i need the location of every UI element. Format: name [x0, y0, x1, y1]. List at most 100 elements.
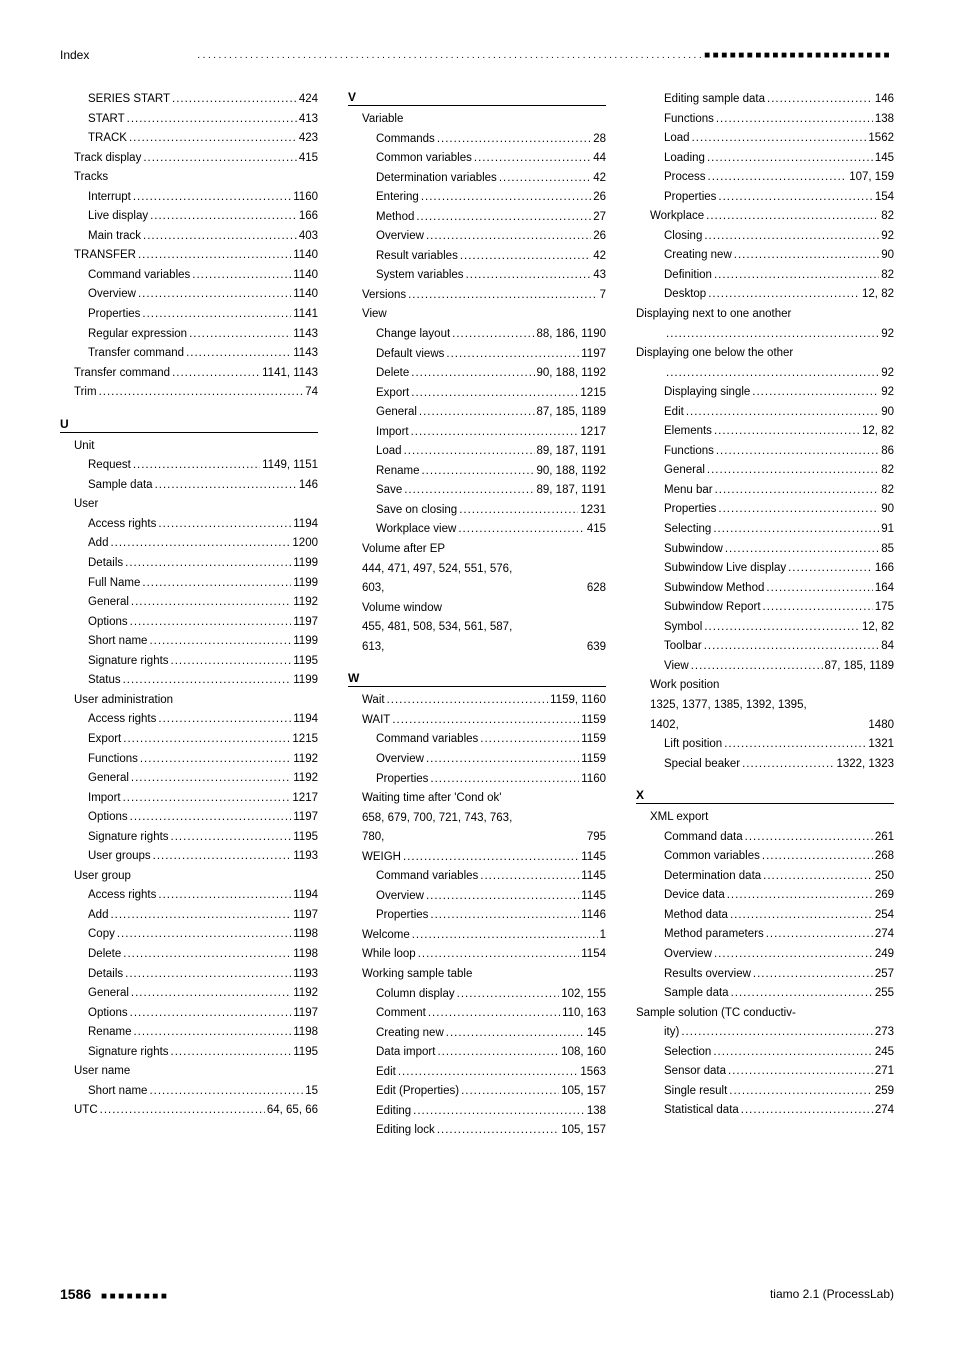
index-entry-label: Default views — [376, 345, 444, 365]
index-entry: Transfer command1143 — [60, 344, 318, 364]
index-entry-label: Interrupt — [88, 188, 131, 208]
leader-dots — [392, 711, 579, 731]
index-entry-label: Export — [88, 730, 121, 750]
page-header: Index ■■■■■■■■■■■■■■■■■■■■■■ — [60, 48, 894, 62]
index-entry-page: 1197 — [581, 345, 606, 365]
index-entry-label: Closing — [664, 227, 702, 247]
index-entry: Save89, 187, 1191 — [348, 481, 606, 501]
index-entry-label: Track display — [74, 149, 141, 169]
index-entry-page: 1154 — [581, 945, 606, 965]
index-entry: Common variables268 — [636, 847, 894, 867]
index-entry: Command data261 — [636, 828, 894, 848]
index-entry: Edit (Properties)105, 157 — [348, 1082, 606, 1102]
index-entry: General82 — [636, 461, 894, 481]
index-entry: 92 — [636, 364, 894, 384]
index-entry: Closing92 — [636, 227, 894, 247]
leader-dots — [171, 828, 292, 848]
index-entry-label: Edit — [664, 403, 684, 423]
index-entry-label: Determination variables — [376, 169, 497, 189]
header-right-dots: ■■■■■■■■■■■■■■■■■■■■■■ — [195, 49, 894, 61]
index-entry-page: 250 — [875, 867, 894, 887]
index-entry-label: Details — [88, 965, 123, 985]
index-entry: Editing sample data146 — [636, 90, 894, 110]
index-entry-page: 249 — [875, 945, 894, 965]
leader-dots — [110, 534, 290, 554]
leader-dots — [413, 1102, 585, 1122]
index-entry: Edit90 — [636, 403, 894, 423]
leader-dots — [158, 710, 291, 730]
index-entry-page: 795 — [587, 828, 606, 848]
index-entry-label: Delete — [376, 364, 409, 384]
index-entry-page: 42 — [593, 169, 606, 189]
index-entry-page: 26 — [593, 227, 606, 247]
leader-dots — [426, 227, 591, 247]
leader-dots — [692, 129, 867, 149]
leader-dots — [130, 613, 292, 633]
index-entry-page: 1145 — [581, 887, 606, 907]
index-line: 1402,1480 — [636, 716, 894, 736]
index-entry: Export 1215 — [60, 730, 318, 750]
index-entry-label: System variables — [376, 266, 464, 286]
index-entry-label: Signature rights — [88, 1043, 169, 1063]
index-entry-page: 91 — [881, 520, 894, 540]
index-entry-label: Device data — [664, 886, 725, 906]
leader-dots — [734, 246, 879, 266]
index-entry-label: Determination data — [664, 867, 761, 887]
index-entry-page: 87, 185, 1189 — [537, 403, 607, 423]
index-entry: Delete1198 — [60, 945, 318, 965]
index-entry: Editing lock105, 157 — [348, 1121, 606, 1141]
index-entry-label: Sensor data — [664, 1062, 726, 1082]
leader-dots — [123, 671, 292, 691]
index-line: 780, 795 — [348, 828, 606, 848]
leader-dots — [99, 383, 304, 403]
index-entry-page: 628 — [587, 579, 606, 599]
index-entry-label: Properties — [664, 188, 716, 208]
index-entry: Definition82 — [636, 266, 894, 286]
index-entry-page: 1193 — [293, 847, 318, 867]
index-entry-label: Data import — [376, 1043, 435, 1063]
index-entry: Versions7 — [348, 286, 606, 306]
index-entry: Import1217 — [60, 789, 318, 809]
leader-dots — [125, 965, 291, 985]
index-entry-page: 1159, 1160 — [550, 691, 606, 711]
index-entry-label: Process — [664, 168, 706, 188]
index-entry-page: 28 — [593, 130, 606, 150]
index-entry-label: START — [88, 110, 125, 130]
index-entry: Access rights1194 — [60, 886, 318, 906]
index-entry: Common variables44 — [348, 149, 606, 169]
index-entry-page: 1198 — [293, 1023, 318, 1043]
index-entry-label: Symbol — [664, 618, 702, 638]
leader-dots — [681, 1023, 872, 1043]
index-entry: Interrupt1160 — [60, 188, 318, 208]
header-left: Index — [60, 48, 89, 62]
leader-dots — [142, 574, 291, 594]
index-entry-label: Selecting — [664, 520, 711, 540]
index-entry-page: 255 — [875, 984, 894, 1004]
index-entry-page: 1193 — [293, 965, 318, 985]
index-entry-label: Load — [376, 442, 402, 462]
leader-dots — [763, 598, 873, 618]
index-entry-page: 1159 — [581, 730, 606, 750]
leader-dots — [437, 1121, 559, 1141]
leader-dots — [437, 130, 591, 150]
index-entry-label: Editing lock — [376, 1121, 435, 1141]
index-entry-label: Copy — [88, 925, 115, 945]
index-entry-page: 1215 — [292, 730, 318, 750]
index-entry-page: 639 — [587, 638, 606, 658]
index-entry-label: Result variables — [376, 247, 458, 267]
index-entry: View87, 185, 1189 — [636, 657, 894, 677]
index-entry-label: Toolbar — [664, 637, 702, 657]
index-entry-page: 1194 — [293, 886, 318, 906]
index-entry: Properties1146 — [348, 906, 606, 926]
index-entry-label: 780, — [362, 828, 384, 848]
leader-dots — [459, 501, 578, 521]
leader-dots — [158, 515, 291, 535]
index-entry: Workplace view415 — [348, 520, 606, 540]
index-entry-page: 42 — [593, 247, 606, 267]
index-entry: Determination data 250 — [636, 867, 894, 887]
leader-dots — [691, 657, 823, 677]
index-entry: Properties154 — [636, 188, 894, 208]
index-entry-label: General — [88, 593, 129, 613]
section-heading: U — [60, 417, 318, 433]
leader-dots — [729, 1082, 873, 1102]
